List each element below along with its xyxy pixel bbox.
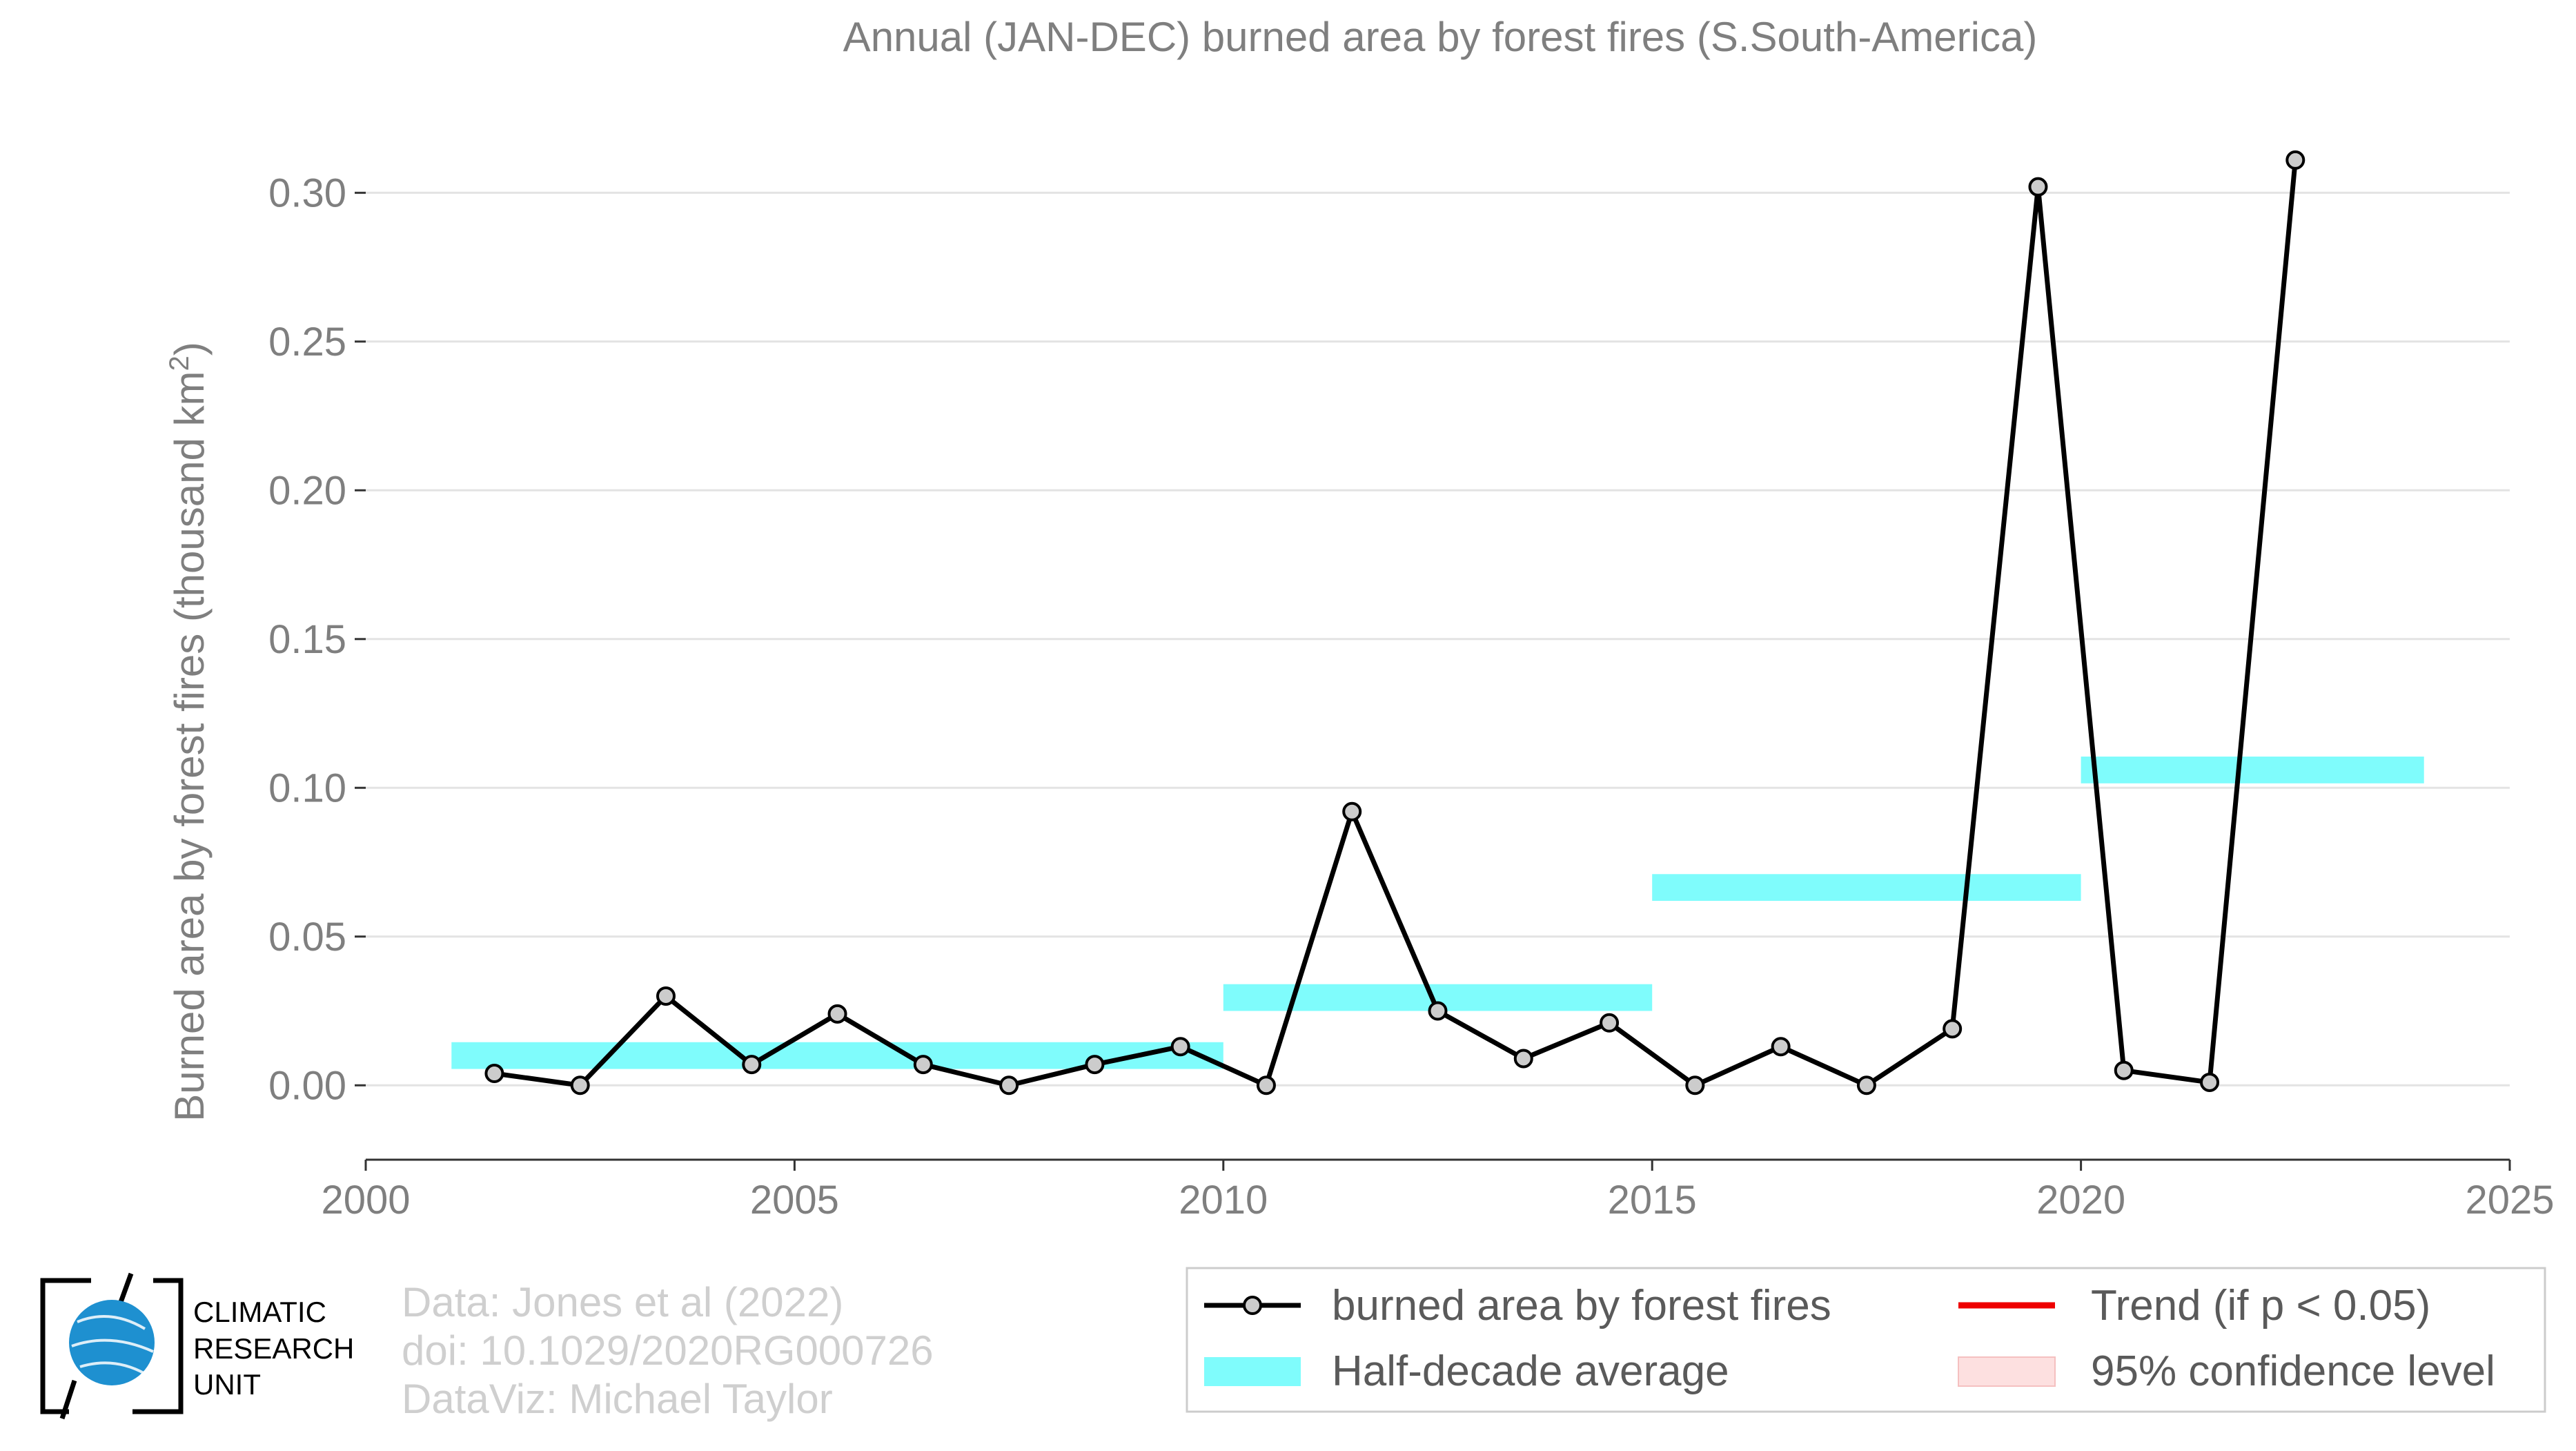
logo-frame-right: [132, 1278, 184, 1414]
x-tick-label: 2020: [2036, 1178, 2125, 1223]
half-decade-average-bars: [451, 757, 2424, 1069]
data-point: [2114, 1060, 2134, 1080]
burned-area-series: [484, 150, 2305, 1095]
data-point: [656, 986, 676, 1006]
chart-title: Annual (JAN-DEC) burned area by forest f…: [843, 14, 2038, 60]
legend-label-series: burned area by forest fires: [1332, 1282, 1831, 1330]
logo-text-line3: UNIT: [193, 1368, 261, 1401]
logo-frame-left: [40, 1278, 91, 1414]
data-point: [1685, 1075, 1705, 1095]
data-point: [1856, 1075, 1876, 1095]
data-point: [2028, 177, 2048, 197]
legend-confidence-swatch: [1958, 1356, 2056, 1387]
x-tick-label: 2015: [1608, 1178, 1697, 1223]
credit-doi: doi: 10.1029/2020RG000726: [402, 1327, 934, 1374]
x-axis-ticks: 2000 2005 2010 2015 2020 2025: [321, 1160, 2555, 1223]
y-tick-label: 0.25: [268, 320, 346, 364]
y-tick-label: 0.10: [268, 766, 346, 810]
series-line: [493, 159, 2298, 1088]
data-point: [1170, 1037, 1190, 1057]
logo-text-line1: CLIMATIC: [193, 1296, 326, 1328]
legend-label-half-decade: Half-decade average: [1332, 1347, 1729, 1395]
data-point: [913, 1055, 933, 1075]
data-point: [2285, 150, 2305, 170]
data-point: [1085, 1055, 1105, 1075]
globe-swirl-icon: [71, 1315, 154, 1375]
data-point: [2200, 1072, 2220, 1092]
credit-dataviz: DataViz: Michael Taylor: [402, 1376, 833, 1422]
half-decade-bar: [1652, 874, 2081, 902]
half-decade-bar: [2081, 757, 2424, 783]
legend: burned area by forest fires Trend (if p …: [1186, 1267, 2546, 1413]
logo-slash-bottom: [59, 1379, 77, 1420]
x-tick-label: 2010: [1179, 1178, 1268, 1223]
y-tick-label: 0.15: [268, 617, 346, 662]
x-tick-label: 2005: [750, 1178, 839, 1223]
y-axis-label-superscript: 2: [164, 356, 195, 371]
y-axis-ticks: 0.00 0.05 0.10 0.15 0.20 0.25 0.30: [268, 171, 366, 1108]
data-point: [570, 1075, 590, 1095]
cru-logo: CLIMATIC RESEARCH UNIT: [40, 1272, 354, 1420]
legend-label-trend: Trend (if p < 0.05): [2091, 1282, 2430, 1330]
data-point: [1342, 801, 1362, 821]
y-tick-label: 0.00: [268, 1063, 346, 1108]
credit-data-source: Data: Jones et al (2022): [402, 1279, 843, 1325]
data-point: [1943, 1019, 1963, 1039]
legend-label-confidence: 95% confidence level: [2091, 1347, 2495, 1395]
data-point: [1600, 1013, 1620, 1033]
logo-text-line2: RESEARCH: [193, 1332, 354, 1365]
grid-lines: [366, 191, 2510, 1087]
data-point: [1513, 1049, 1533, 1069]
data-point: [827, 1004, 847, 1024]
y-axis-label: Burned area by forest fires (thousand km…: [164, 342, 213, 1121]
legend-series-marker-swatch: [1243, 1296, 1262, 1315]
half-decade-bar: [451, 1042, 1223, 1069]
legend-half-decade-swatch: [1204, 1357, 1301, 1386]
x-tick-label: 2000: [321, 1178, 410, 1223]
y-tick-label: 0.30: [268, 171, 346, 215]
data-point: [1256, 1075, 1276, 1095]
data-point: [742, 1055, 762, 1075]
y-tick-label: 0.20: [268, 468, 346, 513]
y-tick-label: 0.05: [268, 915, 346, 960]
legend-frame: [1186, 1267, 2546, 1413]
data-point: [484, 1064, 504, 1084]
data-point: [999, 1075, 1019, 1095]
x-tick-label: 2025: [2465, 1178, 2554, 1223]
data-point: [1428, 1001, 1448, 1021]
data-point: [1771, 1037, 1791, 1057]
